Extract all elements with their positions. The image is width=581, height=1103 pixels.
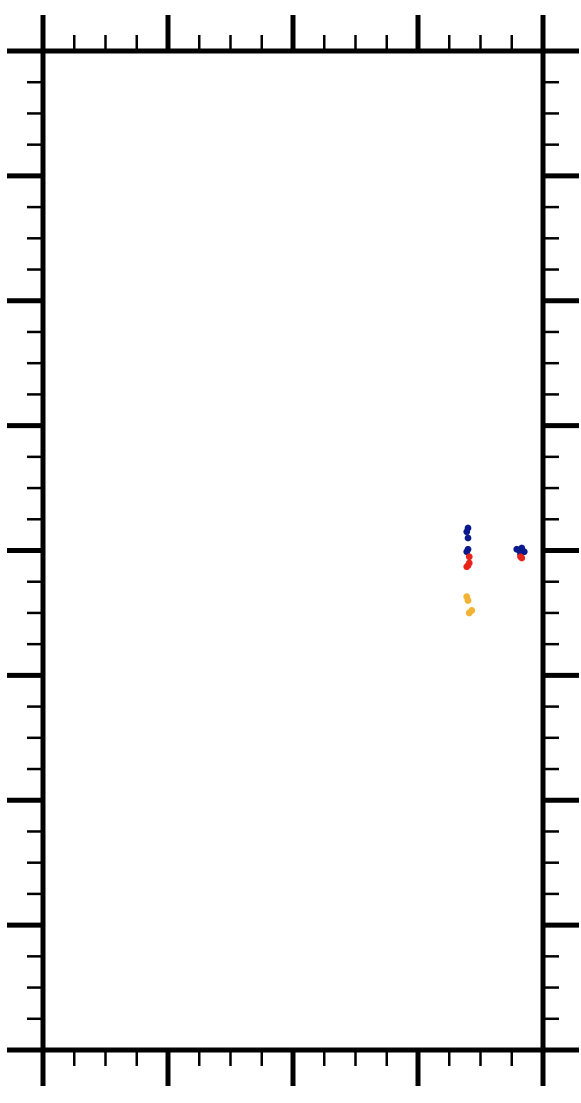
data-points [463,524,528,617]
scatter-point [464,534,472,542]
scatter-point [465,559,473,567]
plot-axes [7,15,579,1086]
scatter-point [465,553,473,561]
scatter-point [468,607,476,614]
scatter-point [513,545,521,553]
scatter-point [464,597,472,604]
scatter-point [518,554,526,562]
scatter-point [463,528,471,536]
plot-frame [40,48,546,1053]
